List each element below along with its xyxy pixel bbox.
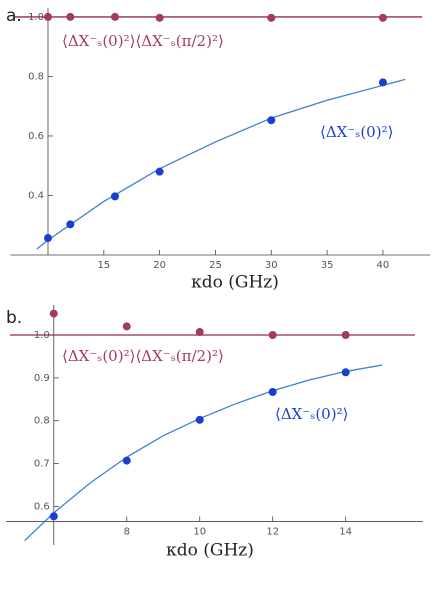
y-tick-label: 0.6 bbox=[34, 501, 50, 512]
data-point bbox=[66, 220, 75, 229]
data-point bbox=[122, 322, 131, 331]
data-point bbox=[110, 192, 119, 201]
data-point bbox=[195, 328, 204, 336]
x-axis-label: κdo (GHz) bbox=[166, 541, 254, 561]
data-point bbox=[195, 415, 204, 424]
annotation: ⟨ΔX⁻ₛ(0)²⟩ bbox=[275, 405, 348, 423]
x-tick-label: 12 bbox=[266, 526, 279, 537]
x-tick-label: 8 bbox=[124, 526, 130, 537]
y-tick-label: 0.9 bbox=[34, 373, 50, 384]
y-tick-label: 0.7 bbox=[34, 459, 50, 470]
panel-label: a. bbox=[6, 6, 22, 26]
data-point bbox=[341, 331, 350, 339]
fit-line bbox=[24, 364, 383, 542]
x-tick-label: 30 bbox=[265, 260, 278, 271]
x-tick-label: 10 bbox=[193, 526, 206, 537]
y-tick-label: 0.8 bbox=[34, 416, 50, 427]
data-point bbox=[43, 234, 52, 243]
fit-line bbox=[36, 78, 406, 250]
data-point bbox=[110, 12, 119, 21]
x-tick-label: 40 bbox=[377, 260, 390, 271]
y-tick-label: 0.6 bbox=[28, 131, 44, 142]
y-tick-label: 0.4 bbox=[28, 190, 44, 201]
y-tick-label: 0.8 bbox=[28, 71, 44, 82]
data-point bbox=[268, 388, 277, 396]
annotation: ⟨ΔX⁻ₛ(0)²⟩⟨ΔX⁻ₛ(π/2)²⟩ bbox=[62, 347, 224, 365]
data-point bbox=[341, 368, 350, 377]
data-point bbox=[49, 512, 58, 521]
data-point bbox=[155, 167, 164, 176]
annotation: ⟨ΔX⁻ₛ(0)²⟩⟨ΔX⁻ₛ(π/2)²⟩ bbox=[62, 32, 224, 50]
x-tick-label: 14 bbox=[339, 526, 352, 537]
data-point bbox=[378, 78, 387, 87]
x-tick-label: 20 bbox=[153, 260, 166, 271]
x-axis-label: κdo (GHz) bbox=[191, 273, 279, 293]
data-point bbox=[49, 309, 58, 318]
data-point bbox=[43, 12, 52, 21]
data-point bbox=[378, 13, 387, 22]
data-point bbox=[122, 456, 131, 465]
x-tick-label: 35 bbox=[321, 260, 334, 271]
data-point bbox=[268, 331, 277, 339]
x-tick-label: 15 bbox=[97, 260, 110, 271]
panel-label: b. bbox=[6, 308, 22, 328]
data-point bbox=[155, 13, 164, 22]
data-point bbox=[267, 13, 276, 22]
annotation: ⟨ΔX⁻ₛ(0)²⟩ bbox=[320, 123, 393, 141]
x-tick-label: 25 bbox=[209, 260, 222, 271]
data-point bbox=[267, 116, 276, 125]
data-point bbox=[66, 12, 75, 21]
